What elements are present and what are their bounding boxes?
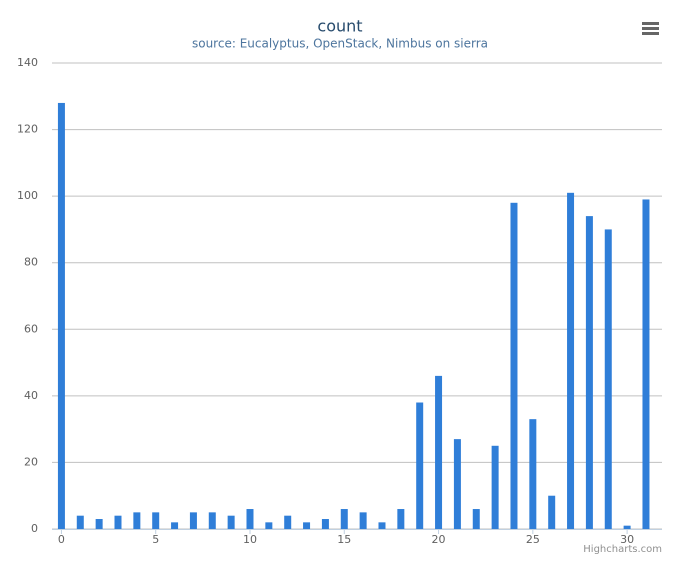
y-tick-label: 60 — [24, 322, 38, 335]
bar — [133, 512, 141, 529]
bar — [548, 495, 556, 529]
bar — [642, 199, 650, 529]
bar — [246, 509, 254, 529]
bar — [604, 229, 612, 529]
bar — [57, 102, 65, 529]
bar — [227, 515, 235, 529]
x-tick-label: 30 — [620, 533, 634, 546]
bar — [435, 375, 443, 529]
bar — [397, 509, 405, 529]
bar — [76, 515, 84, 529]
bar — [265, 522, 273, 529]
bar — [529, 419, 537, 529]
x-tick-label: 15 — [337, 533, 351, 546]
menu-line — [642, 27, 659, 30]
menu-line — [642, 22, 659, 25]
bar — [623, 525, 631, 529]
bar — [510, 202, 518, 530]
bar — [284, 515, 292, 529]
bar — [378, 522, 386, 529]
y-tick-label: 140 — [17, 56, 38, 69]
y-tick-label: 80 — [24, 256, 38, 269]
x-tick-label: 25 — [526, 533, 540, 546]
bar — [567, 192, 575, 530]
credits[interactable]: Highcharts.com — [583, 544, 662, 555]
chart-title: count — [317, 17, 362, 36]
menu-line — [642, 32, 659, 35]
bar — [189, 512, 197, 529]
menu-button[interactable] — [642, 22, 659, 35]
x-tick-label: 10 — [243, 533, 257, 546]
bar — [340, 509, 348, 529]
bar — [171, 522, 179, 529]
x-tick-label: 20 — [432, 533, 446, 546]
bar — [453, 439, 461, 529]
y-tick-label: 100 — [17, 189, 38, 202]
y-tick-label: 20 — [24, 455, 38, 468]
bar — [416, 402, 424, 529]
bar — [359, 512, 367, 529]
bar — [585, 216, 593, 529]
bar — [152, 512, 160, 529]
chart-subtitle: source: Eucalyptus, OpenStack, Nimbus on… — [192, 37, 488, 51]
bar — [321, 519, 329, 529]
y-tick-label: 40 — [24, 389, 38, 402]
x-tick-label: 5 — [152, 533, 159, 546]
bar — [114, 515, 122, 529]
bar — [208, 512, 216, 529]
y-tick-label: 0 — [31, 522, 38, 535]
bar — [472, 509, 480, 529]
bar — [491, 445, 499, 529]
bar — [303, 522, 311, 529]
y-tick-label: 120 — [17, 123, 38, 136]
x-tick-label: 0 — [58, 533, 65, 546]
bar — [95, 519, 103, 529]
